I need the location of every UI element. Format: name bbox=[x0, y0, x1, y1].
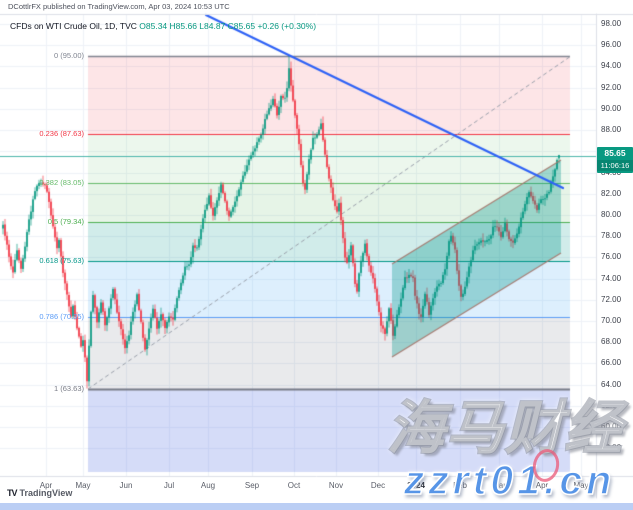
fib-label-0.786: 0.786 (70.35) bbox=[39, 312, 84, 322]
price-tick-98.00: 98.00 bbox=[601, 19, 622, 28]
fib-label-0.382: 0.382 (83.05) bbox=[39, 177, 84, 187]
time-tick-Apr: Apr bbox=[39, 481, 53, 490]
time-tick-Jul: Jul bbox=[163, 481, 175, 490]
fib-label-1: 1 (63.63) bbox=[53, 383, 84, 393]
change-value: +0.26 (+0.30%) bbox=[257, 21, 317, 31]
price-tick-76.00: 76.00 bbox=[601, 252, 622, 262]
price-tick-96.00: 96.00 bbox=[601, 40, 622, 50]
price-tick-80.00: 80.00 bbox=[601, 209, 622, 219]
fib-label-0.236: 0.236 (87.63) bbox=[39, 129, 84, 138]
price-tick-66.00: 66.00 bbox=[601, 358, 622, 368]
price-tick-74.00: 74.00 bbox=[601, 273, 622, 283]
price-tick-62.00: 62.00 bbox=[601, 400, 622, 410]
time-tick-Oct: Oct bbox=[287, 481, 301, 490]
fib-label-0.5: 0.5 (79.34) bbox=[47, 216, 84, 226]
time-tick-2024: 2024 bbox=[407, 481, 425, 490]
time-tick-Mar: Mar bbox=[492, 481, 506, 490]
time-tick-Aug: Aug bbox=[200, 481, 216, 490]
publish-attribution: DCottlrFX published on TradingView.com, … bbox=[8, 2, 230, 11]
time-tick-May: May bbox=[75, 481, 91, 490]
time-tick-Dec: Dec bbox=[370, 481, 386, 490]
price-tick-78.00: 78.00 bbox=[601, 231, 622, 241]
time-tick-Apr: Apr bbox=[535, 481, 549, 490]
price-axis[interactable]: 98.0096.0094.0092.0090.0088.0086.0084.00… bbox=[596, 14, 633, 476]
bar-countdown: 11:06:16 bbox=[597, 160, 633, 171]
price-tick-90.00: 90.00 bbox=[601, 103, 622, 113]
bottom-blue-strip bbox=[0, 503, 633, 510]
price-tick-82.00: 82.00 bbox=[601, 188, 622, 198]
fib-label-0: 0 (95.00) bbox=[53, 50, 84, 60]
symbol-legend[interactable]: CFDs on WTI Crude Oil, 1D, TVC O85.34 H8… bbox=[10, 21, 316, 31]
time-tick-Jun: Jun bbox=[119, 481, 133, 490]
time-tick-Feb: Feb bbox=[453, 481, 467, 490]
time-tick-May: May bbox=[573, 481, 589, 490]
last-price-value: 85.65 bbox=[604, 148, 626, 158]
price-tick-60.00: 60.00 bbox=[601, 422, 622, 432]
tradingview-logo-text: TradingView bbox=[19, 488, 73, 498]
price-tick-88.00: 88.00 bbox=[601, 125, 622, 135]
last-price-tag: 85.65 11:06:16 bbox=[597, 147, 633, 173]
price-tick-58.00: 58.00 bbox=[601, 443, 622, 453]
symbol-title: CFDs on WTI Crude Oil, 1D, TVC bbox=[10, 21, 137, 31]
tradingview-logo[interactable]: TV TradingView bbox=[7, 488, 72, 498]
price-tick-68.00: 68.00 bbox=[601, 337, 622, 347]
ohlc-values: O85.34 H85.66 L84.87 C85.65 bbox=[139, 21, 258, 31]
price-tick-72.00: 72.00 bbox=[601, 294, 622, 304]
tradingview-logo-icon: TV bbox=[7, 488, 17, 498]
time-tick-Sep: Sep bbox=[244, 481, 260, 490]
fib-label-0.618: 0.618 (75.63) bbox=[39, 256, 84, 266]
time-tick-Nov: Nov bbox=[328, 481, 344, 490]
time-axis[interactable]: Apr May Jun Jul Aug Sep Oct Nov Dec 2024 Feb Mar Apr… bbox=[0, 476, 596, 498]
price-tick-94.00: 94.00 bbox=[601, 61, 622, 71]
price-tick-92.00: 92.00 bbox=[601, 82, 622, 92]
price-tick-64.00: 64.00 bbox=[601, 379, 622, 389]
price-tick-70.00: 70.00 bbox=[601, 316, 622, 326]
